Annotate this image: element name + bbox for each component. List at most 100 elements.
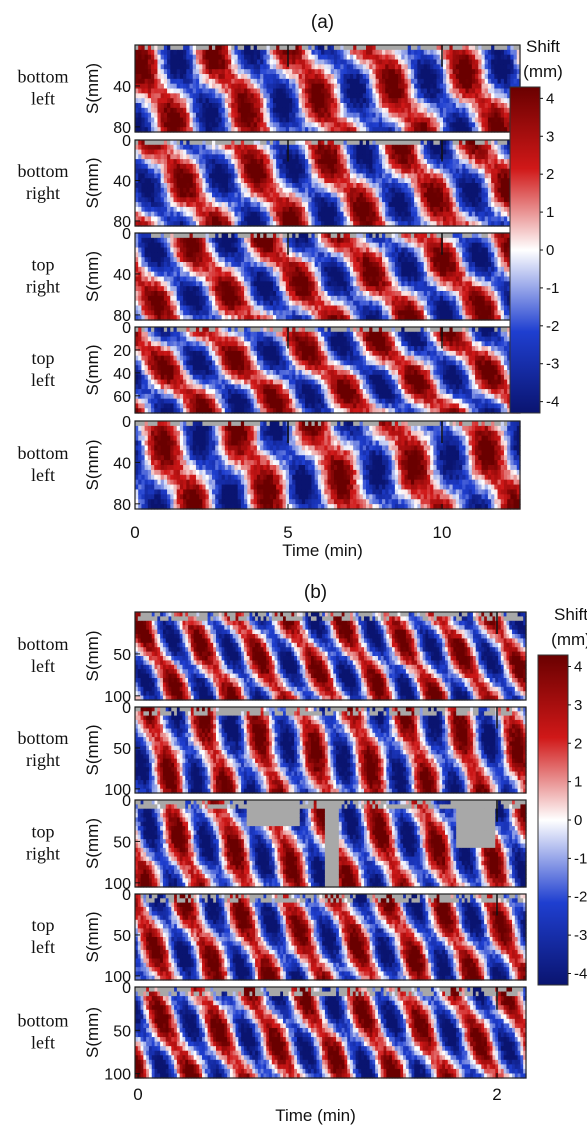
colorbar-tick-label: 1 <box>546 204 554 221</box>
row-label-line2: left <box>31 1033 55 1053</box>
row-label-line2: right <box>26 750 60 770</box>
y-axis-label: S(mm) <box>83 251 102 302</box>
subplot-frame <box>134 986 527 1079</box>
subplot-frame <box>134 611 527 701</box>
row-label-line2: left <box>31 89 55 109</box>
y-tick-label: 0 <box>122 133 131 150</box>
colorbar: Shift (mm) 4 3 2 1 0 -1 -2 -3 -4 <box>537 605 587 986</box>
y-tick-label: 0 <box>122 793 131 810</box>
y-tick-label: 60 <box>113 389 131 406</box>
heatmap-cells <box>135 421 521 510</box>
x-axis-label: Time (min) <box>282 541 363 560</box>
colorbar-tick-label: -2 <box>574 889 587 906</box>
colorbar-tick-label: -3 <box>546 356 559 373</box>
row-label-line2: right <box>26 183 60 203</box>
y-axis-label: S(mm) <box>83 818 102 869</box>
panel-a: (a)4080S(mm)bottomleft04080S(mm)bottomri… <box>17 12 562 560</box>
row-label-line2: right <box>26 277 60 297</box>
y-axis-label: S(mm) <box>83 725 102 776</box>
row-label-line1: bottom <box>17 161 68 181</box>
colorbar-tick-label: -2 <box>546 318 559 335</box>
y-tick-label: 50 <box>113 741 131 758</box>
colorbar-tick-label: -4 <box>546 394 559 411</box>
y-tick-label: 100 <box>104 1067 131 1084</box>
colorbar: Shift (mm) 4 3 2 1 0 -1 -2 -3 -4 <box>509 37 563 414</box>
y-tick-label: 80 <box>113 497 131 514</box>
y-tick-label: 40 <box>113 173 131 190</box>
heatmap-cells <box>135 327 521 414</box>
colorbar-gradient <box>509 86 541 414</box>
colorbar-tick-label: -1 <box>574 850 587 867</box>
y-tick-label: 50 <box>113 1023 131 1040</box>
colorbar-unit: (mm) <box>523 62 563 81</box>
row-label-line2: left <box>31 465 55 485</box>
y-tick-label: 50 <box>113 928 131 945</box>
colorbar-tick-label: 4 <box>546 90 554 107</box>
panel-b: (b)50100S(mm)bottomleft050100S(mm)bottom… <box>17 582 587 1125</box>
y-tick-label: 40 <box>113 267 131 284</box>
x-tick-label: 5 <box>283 523 292 542</box>
colorbar-tick-label: 3 <box>574 697 582 714</box>
heatmap-cells <box>135 987 527 1079</box>
subplot-frame <box>134 893 527 981</box>
colorbar-tick-label: 0 <box>546 242 554 259</box>
colorbar-tick-label: 4 <box>574 659 582 676</box>
heatmap-cells <box>135 800 527 888</box>
y-tick-label: 20 <box>113 343 131 360</box>
colorbar-tick-label: 2 <box>546 166 554 183</box>
y-tick-label: 100 <box>104 969 131 986</box>
y-tick-label: 0 <box>122 887 131 904</box>
y-tick-label: 80 <box>113 214 131 231</box>
y-tick-label: 100 <box>104 782 131 799</box>
row-label-line1: top <box>31 255 54 275</box>
y-tick-label: 100 <box>104 689 131 706</box>
row-label-line2: right <box>26 844 60 864</box>
y-axis-label: S(mm) <box>83 912 102 963</box>
x-tick-label: 0 <box>133 1085 142 1104</box>
colorbar-unit: (mm) <box>551 630 587 649</box>
row-label-line2: left <box>31 370 55 390</box>
panel-label: (a) <box>311 12 334 33</box>
y-tick-label: 100 <box>104 876 131 893</box>
y-tick-label: 80 <box>113 308 131 325</box>
x-tick-label: 10 <box>433 523 452 542</box>
row-label-line1: bottom <box>17 67 68 87</box>
y-tick-label: 50 <box>113 647 131 664</box>
x-tick-label: 2 <box>492 1085 501 1104</box>
colorbar-tick-label: 2 <box>574 735 582 752</box>
heatmap-cells <box>135 707 527 794</box>
heatmap-cells <box>135 140 521 227</box>
heatmap-cells <box>135 894 527 981</box>
colorbar-gradient <box>537 654 569 986</box>
y-axis-label: S(mm) <box>83 631 102 682</box>
subplot-frame <box>134 706 527 794</box>
heatmap-cells <box>135 45 521 133</box>
row-label-line1: bottom <box>17 443 68 463</box>
row-label-line2: left <box>31 656 55 676</box>
heatmap-cells <box>135 612 527 701</box>
y-tick-label: 40 <box>113 455 131 472</box>
panel-label: (b) <box>304 582 327 603</box>
y-axis-label: S(mm) <box>83 63 102 114</box>
colorbar-tick-label: -3 <box>574 927 587 944</box>
y-axis-label: S(mm) <box>83 158 102 209</box>
subplot-frame <box>134 420 521 510</box>
subplot-frame <box>134 799 527 888</box>
colorbar-tick-label: 0 <box>574 812 582 829</box>
colorbar-tick-label: 3 <box>546 128 554 145</box>
y-tick-label: 0 <box>122 226 131 243</box>
y-axis-label: S(mm) <box>83 345 102 396</box>
row-label-line1: top <box>31 348 54 368</box>
y-tick-label: 0 <box>122 700 131 717</box>
